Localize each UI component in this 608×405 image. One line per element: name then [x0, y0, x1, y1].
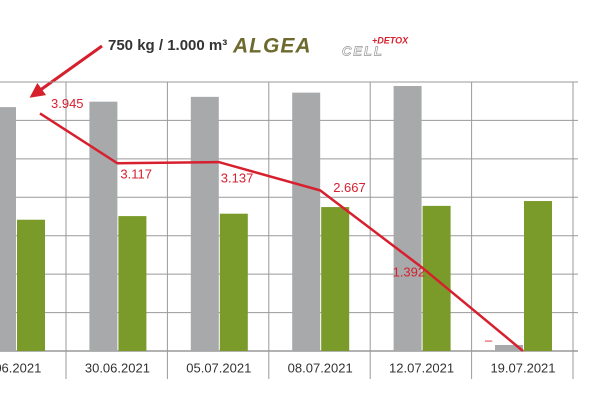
- logo-badge: +DETOX: [372, 35, 409, 45]
- x-tick-label: 08.07.2021: [288, 360, 353, 375]
- bar: [292, 92, 321, 351]
- chart-title: 750 kg / 1.000 m³: [108, 37, 227, 54]
- x-tick-label: 12.07.2021: [389, 360, 454, 375]
- bar: [89, 101, 118, 352]
- bar: [17, 219, 45, 351]
- bar: [190, 96, 219, 352]
- value-label: 3.137: [221, 171, 254, 186]
- bar: [321, 207, 350, 351]
- x-tick-label: 30.06.2021: [85, 360, 150, 375]
- value-label: 3.945: [51, 96, 84, 111]
- bar: [495, 344, 523, 351]
- x-tick-label: 19.07.2021: [490, 360, 555, 375]
- line: [39, 112, 524, 352]
- value-label: 3.117: [120, 167, 152, 182]
- bar: [219, 213, 248, 351]
- bar: [118, 216, 147, 351]
- logo-main: ALGEA: [232, 35, 312, 58]
- x-tick-label: 05.07.2021: [186, 360, 251, 375]
- bar: [524, 201, 552, 351]
- x-tick-label: .06.2021: [0, 360, 41, 375]
- value-label: 2.667: [333, 180, 366, 195]
- bar: [0, 107, 16, 351]
- value-label: 1.392: [393, 265, 426, 280]
- logo-sub: CELL: [342, 43, 384, 58]
- bar: [393, 86, 422, 352]
- value-label: –: [485, 332, 493, 347]
- pointer-arrow: [29, 44, 103, 98]
